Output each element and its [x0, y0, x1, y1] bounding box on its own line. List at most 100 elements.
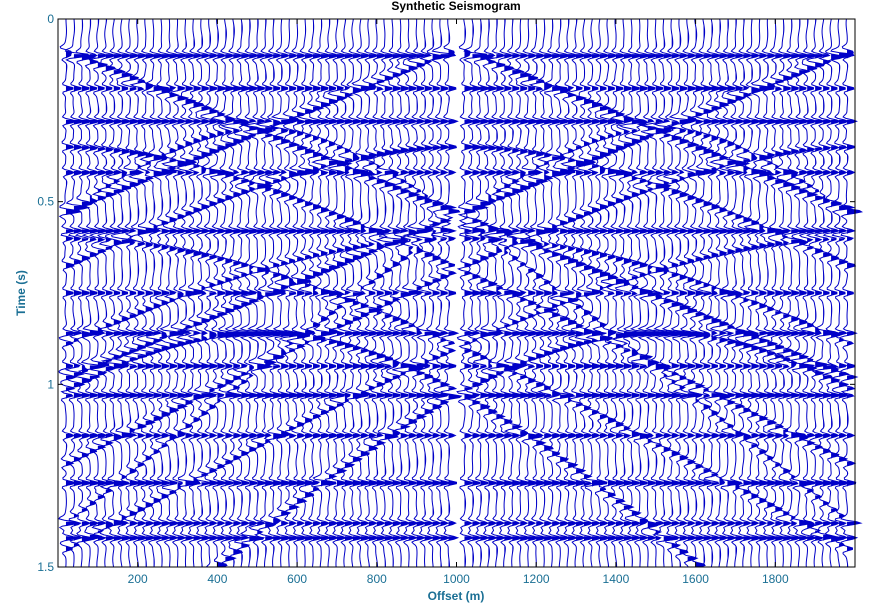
seismic-trace [839, 18, 864, 568]
seismic-trace [482, 18, 513, 568]
trace-wiggle [541, 18, 569, 568]
seismic-trace [527, 18, 550, 568]
trace-wiggle [208, 18, 234, 568]
seismic-trace [661, 18, 688, 568]
trace-wiggle [231, 18, 258, 568]
trace-wiggle [652, 18, 681, 568]
seismic-trace [536, 18, 560, 568]
seismic-trace [231, 18, 258, 568]
trace-fill [289, 19, 304, 567]
trace-wiggle [583, 18, 608, 568]
trace-wiggle [297, 18, 319, 568]
seismic-trace [604, 18, 633, 568]
y-tick-label: 0.5 [37, 195, 54, 209]
trace-fill [847, 35, 862, 567]
trace-fill [169, 24, 185, 568]
seismic-trace [541, 18, 569, 568]
x-tick-label: 1800 [762, 572, 789, 586]
seismic-trace [424, 18, 446, 568]
seismic-trace [679, 18, 705, 568]
trace-fill [759, 19, 775, 553]
trace-fill [647, 23, 663, 566]
x-tick-label: 200 [128, 572, 148, 586]
seismic-trace [811, 18, 840, 568]
trace-wiggle [367, 18, 390, 568]
seismic-trace [200, 18, 222, 568]
trace-wiggle [375, 19, 400, 568]
seismic-trace [208, 18, 234, 568]
trace-wiggle [724, 18, 751, 567]
seismic-trace [88, 18, 110, 568]
trace-wiggle [591, 18, 613, 568]
trace-wiggle [780, 18, 808, 568]
trace-wiggle [503, 18, 529, 568]
trace-wiggle [424, 18, 446, 568]
trace-wiggle [829, 18, 856, 568]
seismic-trace [220, 18, 250, 568]
seismic-trace [428, 18, 458, 568]
trace-fill [799, 19, 814, 559]
seismic-trace [519, 18, 544, 568]
trace-wiggle [733, 18, 759, 568]
trace-wiggle [144, 18, 170, 568]
seismic-trace [703, 18, 729, 568]
seismic-trace [110, 18, 138, 568]
seismic-trace [159, 18, 186, 568]
trace-wiggle [456, 18, 478, 568]
seismic-trace [805, 18, 827, 568]
trace-wiggle [679, 18, 705, 568]
trace-fill [137, 35, 150, 567]
trace-wiggle [220, 18, 250, 568]
seismic-trace [640, 19, 673, 568]
trace-fill [528, 19, 542, 567]
seismic-trace [733, 18, 759, 568]
trace-fill [129, 36, 143, 568]
seismic-trace [829, 18, 856, 568]
trace-wiggle [268, 18, 298, 568]
trace-wiggle [304, 18, 326, 568]
x-tick-label: 1200 [523, 572, 550, 586]
seismic-trace [440, 18, 463, 568]
trace-fill [177, 21, 191, 568]
seismic-trace [144, 18, 170, 568]
seismic-trace [822, 18, 845, 568]
trace-wiggle [379, 18, 408, 568]
trace-fill [89, 19, 105, 559]
trace-wiggle [460, 18, 489, 568]
seismic-trace [766, 18, 790, 568]
trace-wiggle [100, 18, 130, 568]
trace-fill [145, 32, 161, 567]
seismic-trace [136, 18, 162, 568]
y-tick-label: 1.5 [37, 560, 54, 574]
seismic-trace [166, 18, 193, 568]
trace-fill [544, 19, 559, 565]
seismic-trace [278, 18, 305, 568]
trace-group [58, 18, 864, 568]
trace-fill [424, 38, 440, 567]
trace-wiggle [527, 18, 550, 568]
seismic-trace [750, 18, 775, 568]
seismic-trace [686, 18, 713, 568]
seismic-trace [412, 18, 442, 568]
trace-fill [281, 19, 296, 554]
trace-wiggle [217, 18, 242, 568]
seismic-trace [780, 18, 808, 568]
seismic-trace [297, 18, 319, 568]
trace-wiggle [750, 18, 775, 568]
seismic-trace [304, 18, 326, 568]
trace-wiggle [839, 18, 864, 568]
trace-wiggle [811, 18, 840, 568]
trace-wiggle [743, 18, 767, 568]
seismic-trace [96, 18, 118, 568]
trace-wiggle [805, 18, 827, 568]
seismic-trace [773, 18, 800, 568]
seismic-trace [636, 18, 665, 568]
seismic-trace [64, 18, 91, 568]
trace-wiggle [166, 18, 193, 568]
trace-wiggle [58, 18, 83, 568]
trace-fill [607, 35, 621, 567]
seismic-trace [120, 18, 145, 568]
trace-fill [297, 19, 312, 567]
seismic-trace [217, 18, 242, 568]
